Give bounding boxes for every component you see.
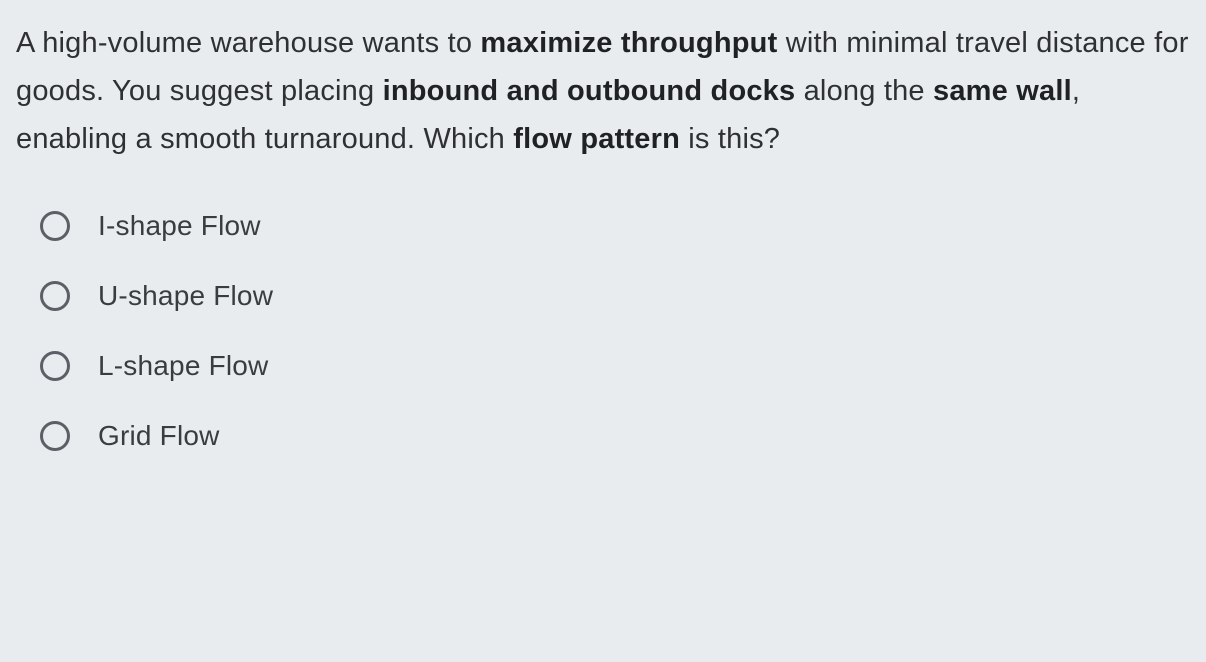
option-label: Grid Flow (98, 420, 220, 452)
radio-icon (40, 351, 70, 381)
option-1[interactable]: U-shape Flow (40, 280, 1190, 312)
option-0[interactable]: I-shape Flow (40, 210, 1190, 242)
question-text: A high-volume warehouse wants to maximiz… (16, 20, 1190, 164)
option-label: L-shape Flow (98, 350, 268, 382)
option-label: I-shape Flow (98, 210, 261, 242)
radio-icon (40, 421, 70, 451)
options-group: I-shape Flow U-shape Flow L-shape Flow G… (16, 210, 1190, 452)
radio-icon (40, 281, 70, 311)
option-2[interactable]: L-shape Flow (40, 350, 1190, 382)
option-3[interactable]: Grid Flow (40, 420, 1190, 452)
option-label: U-shape Flow (98, 280, 273, 312)
radio-icon (40, 211, 70, 241)
